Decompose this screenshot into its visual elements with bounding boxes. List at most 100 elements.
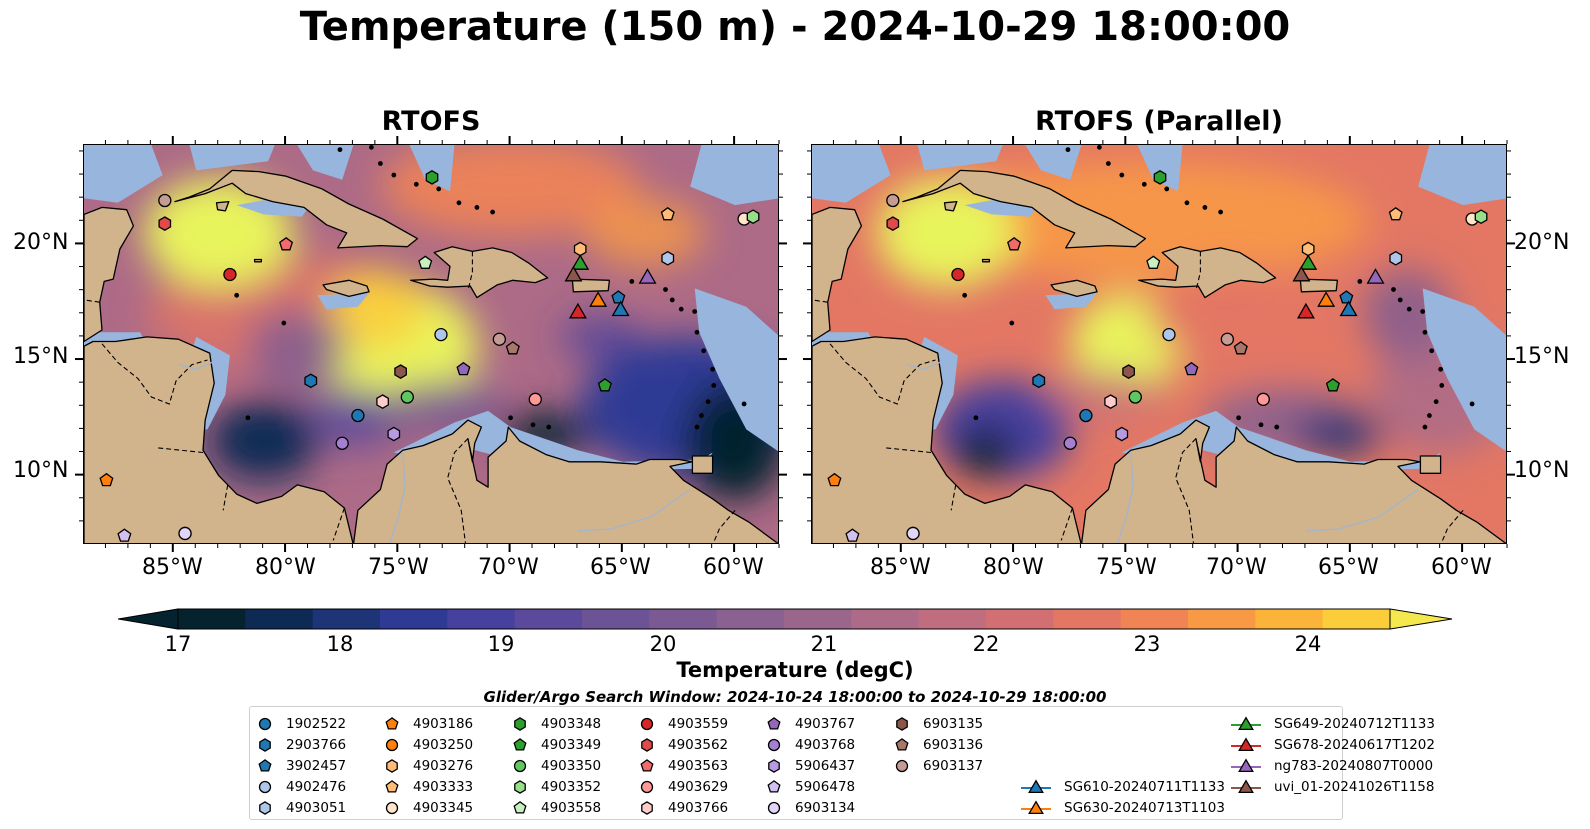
marker-4903559[interactable]: [951, 267, 965, 282]
legend-marker[interactable]: [640, 758, 654, 772]
legend-marker[interactable]: [641, 737, 653, 752]
legend-marker[interactable]: [767, 716, 781, 730]
marker-4903629[interactable]: [1256, 392, 1270, 406]
marker-5906437[interactable]: [1115, 426, 1129, 442]
legend-marker[interactable]: [1238, 757, 1254, 772]
legend-marker[interactable]: [385, 801, 399, 814]
marker-6903137[interactable]: [1220, 332, 1235, 346]
legend-marker[interactable]: [895, 737, 909, 751]
legend-marker[interactable]: [514, 779, 526, 794]
marker-4903562[interactable]: [886, 216, 900, 231]
marker-4903766[interactable]: [1104, 394, 1117, 409]
legend-item[interactable]: 4903345: [383, 797, 473, 818]
legend-item[interactable]: 6903134: [765, 797, 855, 818]
marker-4903766[interactable]: [376, 394, 389, 409]
marker-6903134[interactable]: [178, 526, 192, 541]
legend-item[interactable]: 4903563: [638, 755, 728, 776]
marker-4903349[interactable]: [597, 378, 612, 392]
legend-marker[interactable]: [258, 717, 272, 730]
legend-marker[interactable]: [896, 716, 908, 731]
marker-4903558[interactable]: [1146, 255, 1161, 269]
marker-2903766[interactable]: [1032, 373, 1046, 389]
marker-4903558[interactable]: [418, 255, 433, 269]
marker-SG649-20240712T1133[interactable]: [1299, 254, 1318, 270]
legend-item[interactable]: 4903768: [765, 734, 855, 755]
legend-marker[interactable]: [1028, 778, 1044, 793]
legend-item[interactable]: 4903352: [511, 776, 601, 797]
legend-item[interactable]: 4903350: [511, 755, 601, 776]
marker-uvi_01-20241026T1158[interactable]: [1292, 265, 1311, 282]
marker-4903350[interactable]: [400, 390, 414, 404]
legend-marker[interactable]: [1238, 715, 1254, 730]
legend-item[interactable]: SG630-20240713T1103: [1020, 797, 1225, 818]
legend-item[interactable]: SG649-20240712T1133: [1230, 713, 1435, 734]
marker-uvi_01-20241026T1158[interactable]: [564, 265, 583, 282]
marker-1902522[interactable]: [351, 408, 365, 423]
marker-4903559[interactable]: [223, 267, 237, 282]
legend-marker[interactable]: [258, 758, 272, 772]
marker-4903051[interactable]: [661, 250, 675, 266]
legend-marker[interactable]: [513, 800, 527, 814]
legend-item[interactable]: 4903767: [765, 713, 855, 734]
legend-marker[interactable]: [640, 780, 654, 793]
legend-item[interactable]: 6903135: [893, 713, 983, 734]
legend-item[interactable]: 2903766: [256, 734, 346, 755]
legend-marker[interactable]: [1238, 778, 1254, 793]
marker-4902476[interactable]: [434, 327, 448, 342]
legend-item[interactable]: 6903136: [893, 734, 983, 755]
marker-4903352[interactable]: [1474, 209, 1488, 225]
legend-marker[interactable]: [385, 716, 399, 730]
legend-item[interactable]: 4903558: [511, 797, 601, 818]
legend-marker[interactable]: [258, 780, 272, 793]
legend-marker[interactable]: [385, 738, 399, 751]
marker-5906478[interactable]: [845, 528, 860, 542]
marker-6903137[interactable]: [492, 332, 507, 346]
marker-ng783-20240807T0000[interactable]: [638, 268, 657, 284]
marker-4903629[interactable]: [528, 392, 542, 406]
marker-3902457[interactable]: [1339, 290, 1354, 304]
legend-marker[interactable]: [768, 758, 780, 773]
marker-4903768[interactable]: [1063, 436, 1077, 450]
legend-marker[interactable]: [513, 759, 527, 772]
marker-4903186[interactable]: [99, 472, 114, 487]
legend-item[interactable]: 4903276: [383, 755, 473, 776]
marker-4903767[interactable]: [1184, 361, 1199, 376]
marker-6903136[interactable]: [1233, 341, 1248, 355]
legend-marker[interactable]: [513, 737, 527, 751]
marker-4902476[interactable]: [1162, 327, 1176, 342]
legend-item[interactable]: 4903051: [256, 797, 346, 818]
legend-item[interactable]: 4903559: [638, 713, 728, 734]
legend-item[interactable]: 4903186: [383, 713, 473, 734]
marker-SG649-20240712T1133[interactable]: [571, 254, 590, 270]
legend-marker[interactable]: [640, 717, 654, 730]
marker-4903563[interactable]: [1007, 236, 1022, 251]
marker-4903350[interactable]: [1128, 390, 1142, 404]
marker-SG630-20240713T1103[interactable]: [589, 291, 608, 307]
marker-4903563[interactable]: [279, 236, 294, 251]
marker-5906478[interactable]: [117, 528, 132, 542]
legend-item[interactable]: SG678-20240617T1202: [1230, 734, 1435, 755]
marker-2903766[interactable]: [304, 373, 318, 389]
marker-4903186[interactable]: [827, 472, 842, 487]
legend-item[interactable]: ng783-20240807T0000: [1230, 755, 1435, 776]
legend-marker[interactable]: [514, 716, 526, 731]
legend-item[interactable]: 4903629: [638, 776, 728, 797]
legend-item[interactable]: 5906478: [765, 776, 855, 797]
legend-marker[interactable]: [259, 800, 271, 815]
legend-marker[interactable]: [1238, 736, 1254, 751]
legend-marker[interactable]: [641, 800, 653, 815]
marker-4903348[interactable]: [1153, 170, 1167, 185]
legend-marker[interactable]: [895, 759, 909, 772]
marker-4903348[interactable]: [425, 170, 439, 185]
marker-4903333[interactable]: [1388, 206, 1403, 221]
legend-marker[interactable]: [385, 779, 399, 793]
marker-6903135[interactable]: [1122, 364, 1135, 379]
marker-SG610-20240711T1133[interactable]: [611, 300, 630, 317]
marker-6903136[interactable]: [505, 341, 520, 355]
legend-item[interactable]: 6903137: [893, 755, 983, 776]
marker-6903134[interactable]: [906, 526, 920, 541]
legend-marker[interactable]: [259, 737, 271, 752]
map-panel-rtofs-parallel[interactable]: [811, 144, 1507, 544]
legend-marker[interactable]: [386, 758, 398, 773]
legend-item[interactable]: SG610-20240711T1133: [1020, 776, 1225, 797]
